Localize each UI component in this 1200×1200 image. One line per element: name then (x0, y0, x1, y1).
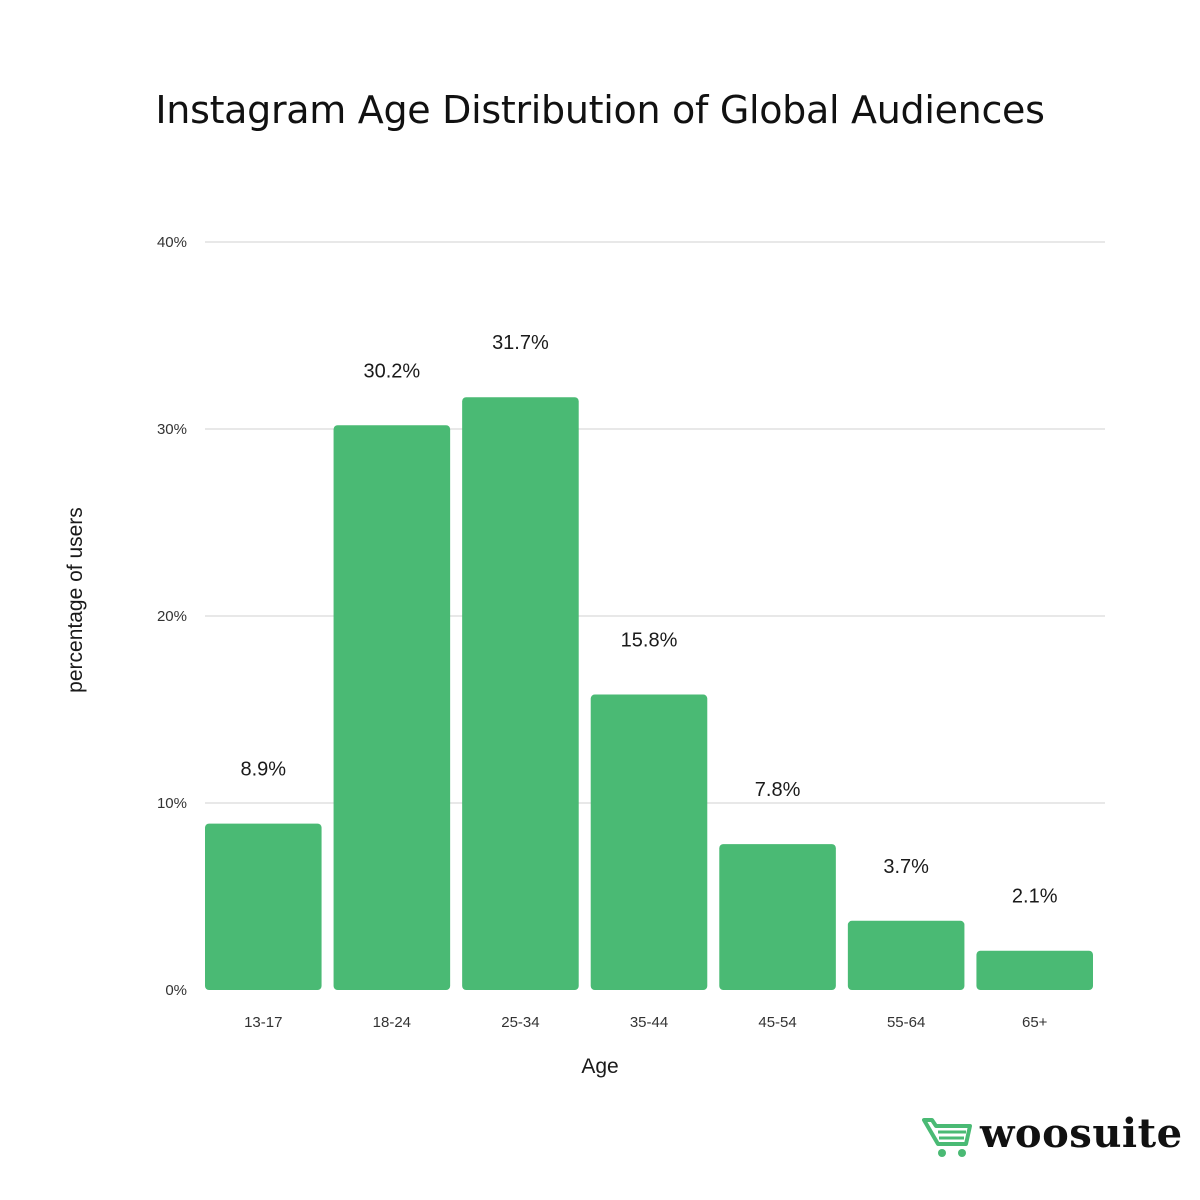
y-tick-label: 30% (157, 421, 187, 438)
bar-45-54 (719, 844, 836, 990)
y-axis-title: percentage of users (64, 507, 87, 693)
y-tick-label: 10% (157, 795, 187, 812)
bar-18-24 (333, 425, 451, 990)
data-label: 15.8% (621, 630, 678, 652)
bar-35-44 (590, 694, 708, 990)
woosuite-logo: woosuite (922, 1108, 1182, 1178)
x-tick-label: 35-44 (630, 1014, 668, 1031)
x-tick-label: 55-64 (887, 1014, 925, 1031)
x-tick-label: 13-17 (244, 1014, 282, 1031)
x-tick-label: 45-54 (758, 1014, 796, 1031)
bar-55-64 (847, 920, 965, 990)
chart-title: Instagram Age Distribution of Global Aud… (155, 88, 1045, 132)
bar-65+ (976, 950, 1093, 990)
x-tick-label: 18-24 (373, 1014, 411, 1031)
data-label: 3.7% (883, 856, 929, 878)
data-label: 31.7% (492, 332, 549, 354)
shopping-cart-icon (922, 1118, 972, 1157)
data-label: 30.2% (363, 360, 420, 382)
bar-25-34 (462, 397, 579, 991)
x-tick-label: 25-34 (501, 1014, 539, 1031)
data-label: 8.9% (240, 759, 286, 781)
labels: 0% 10% 20% 30% 40% 8.9% 13-17 30.2% 18-24 31.7% 25… (157, 234, 1058, 1031)
brand-name: woosuite (980, 1110, 1183, 1157)
y-tick-label: 40% (157, 234, 187, 251)
x-tick-label: 65+ (1022, 1014, 1048, 1031)
y-tick-label: 0% (165, 982, 187, 999)
bars (205, 397, 1093, 991)
y-tick-label: 20% (157, 608, 187, 625)
data-label: 7.8% (755, 779, 801, 801)
data-label: 2.1% (1012, 886, 1058, 908)
bar-chart: 0% 10% 20% 30% 40% 8.9% 13-17 30.2% 18-24 31.7% 25… (64, 234, 1105, 1078)
x-axis-title: Age (581, 1055, 618, 1078)
bar-13-17 (205, 823, 322, 990)
